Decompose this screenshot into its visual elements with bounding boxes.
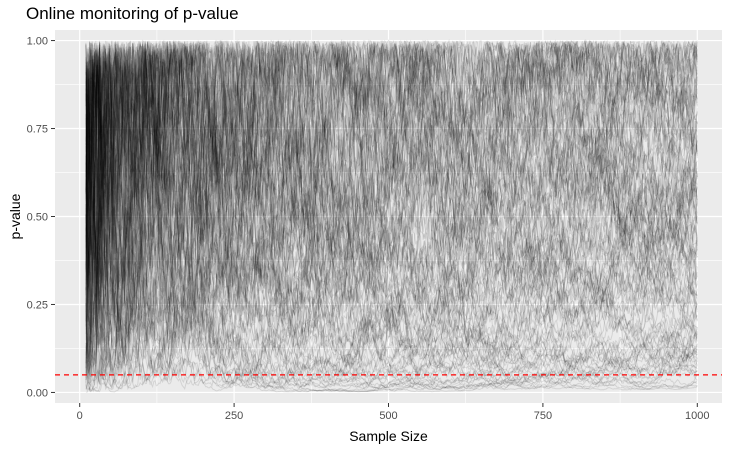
x-tick-label: 250 [225,410,243,422]
x-axis-title: Sample Size [349,428,428,444]
y-tick-label: 1.00 [27,36,48,48]
y-tick-label: 0.50 [27,212,48,224]
y-tick-label: 0.00 [27,387,48,399]
x-tick-label: 1000 [685,410,709,422]
y-axis-ticks: 0.00 0.25 0.50 0.75 1.00 [27,36,55,400]
x-axis-ticks: 0 250 500 750 1000 [77,403,710,422]
x-tick-label: 750 [534,410,552,422]
x-tick-label: 0 [77,410,83,422]
x-tick-label: 500 [379,410,397,422]
y-tick-label: 0.25 [27,299,48,311]
y-axis-title: p-value [7,193,23,239]
y-tick-label: 0.75 [27,124,48,136]
